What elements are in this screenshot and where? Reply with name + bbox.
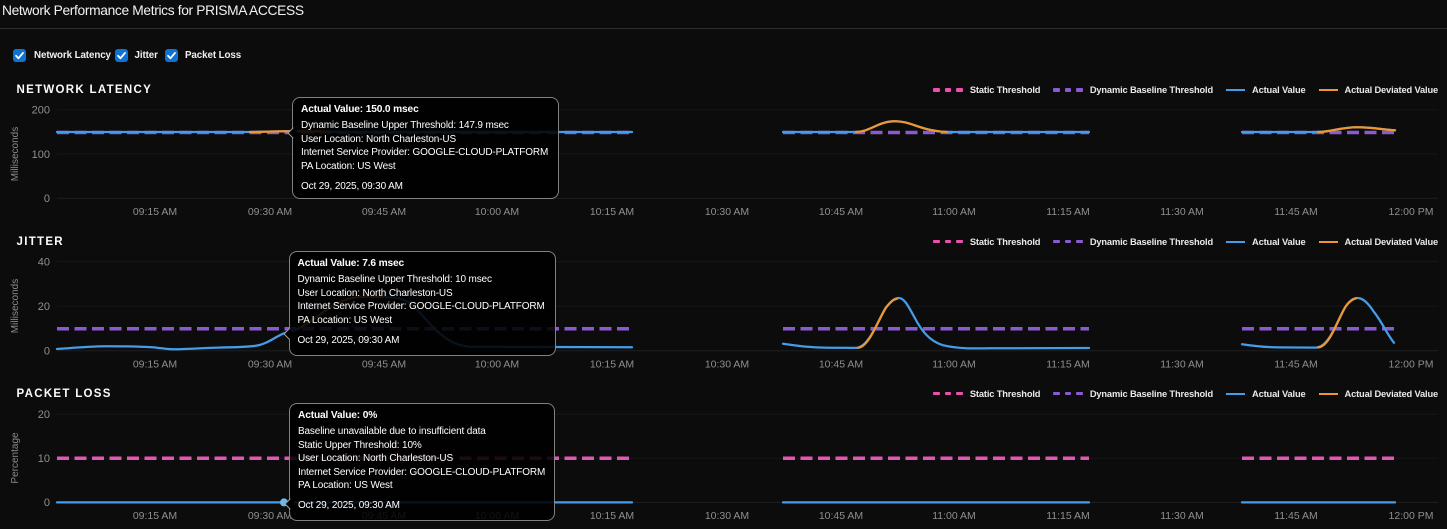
svg-text:40: 40 — [38, 256, 50, 268]
svg-text:10:15 AM: 10:15 AM — [590, 359, 634, 371]
svg-text:09:15 AM: 09:15 AM — [133, 206, 177, 218]
svg-text:11:45 AM: 11:45 AM — [1274, 359, 1318, 371]
svg-text:12:00 PM: 12:00 PM — [1389, 359, 1434, 371]
svg-text:11:15 AM: 11:15 AM — [1046, 206, 1090, 218]
svg-text:0: 0 — [44, 497, 50, 509]
svg-text:10:15 AM: 10:15 AM — [590, 510, 634, 522]
svg-text:11:30 AM: 11:30 AM — [1160, 359, 1204, 371]
svg-text:09:30 AM: 09:30 AM — [248, 206, 292, 218]
svg-text:11:00 AM: 11:00 AM — [932, 510, 976, 522]
svg-text:09:15 AM: 09:15 AM — [133, 359, 177, 371]
svg-text:09:45 AM: 09:45 AM — [362, 206, 406, 218]
svg-text:10:00 AM: 10:00 AM — [475, 206, 519, 218]
svg-text:20: 20 — [38, 409, 50, 421]
svg-text:10:30 AM: 10:30 AM — [705, 359, 749, 371]
svg-text:10:45 AM: 10:45 AM — [819, 206, 863, 218]
svg-text:12:00 PM: 12:00 PM — [1389, 510, 1434, 522]
svg-text:09:45 AM: 09:45 AM — [362, 359, 406, 371]
svg-text:0: 0 — [44, 346, 50, 358]
svg-text:11:45 AM: 11:45 AM — [1274, 510, 1318, 522]
svg-text:100: 100 — [32, 149, 50, 161]
svg-text:10:15 AM: 10:15 AM — [590, 206, 634, 218]
svg-text:0: 0 — [44, 193, 50, 205]
svg-text:11:15 AM: 11:15 AM — [1046, 359, 1090, 371]
svg-text:11:30 AM: 11:30 AM — [1160, 206, 1204, 218]
svg-text:09:15 AM: 09:15 AM — [133, 510, 177, 522]
svg-text:Milliseconds: Milliseconds — [10, 279, 21, 333]
svg-text:10:45 AM: 10:45 AM — [819, 510, 863, 522]
svg-text:11:15 AM: 11:15 AM — [1046, 510, 1090, 522]
svg-text:11:00 AM: 11:00 AM — [932, 206, 976, 218]
svg-text:200: 200 — [32, 105, 50, 117]
svg-text:10:00 AM: 10:00 AM — [475, 359, 519, 371]
svg-text:10:30 AM: 10:30 AM — [705, 510, 749, 522]
svg-text:11:00 AM: 11:00 AM — [932, 359, 976, 371]
svg-text:09:30 AM: 09:30 AM — [248, 510, 292, 522]
svg-text:10:45 AM: 10:45 AM — [819, 359, 863, 371]
svg-text:11:30 AM: 11:30 AM — [1160, 510, 1204, 522]
svg-text:Percentage: Percentage — [10, 432, 21, 484]
svg-text:20: 20 — [38, 301, 50, 313]
svg-text:10:30 AM: 10:30 AM — [705, 206, 749, 218]
svg-text:10: 10 — [38, 453, 50, 465]
svg-text:12:00 PM: 12:00 PM — [1389, 206, 1434, 218]
svg-text:Milliseconds: Milliseconds — [10, 127, 21, 181]
svg-text:09:30 AM: 09:30 AM — [248, 359, 292, 371]
svg-text:11:45 AM: 11:45 AM — [1274, 206, 1318, 218]
